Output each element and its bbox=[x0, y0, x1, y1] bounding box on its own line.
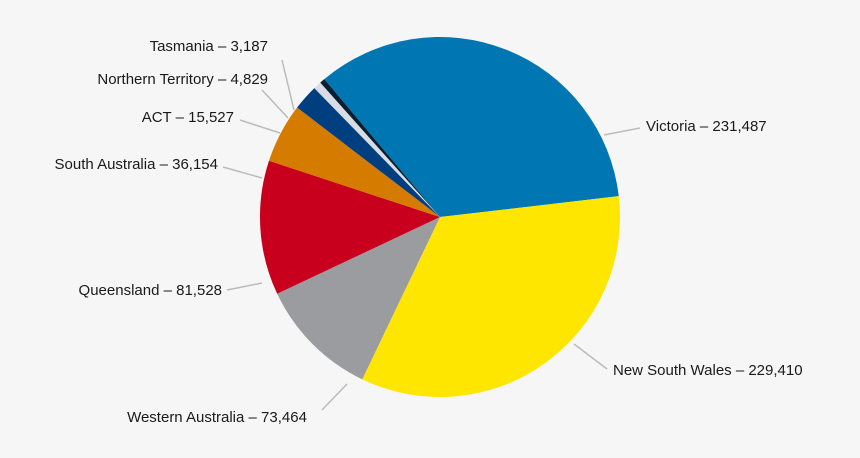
pie-slice bbox=[277, 217, 440, 380]
slice-label: Western Australia – 73,464 bbox=[127, 409, 307, 426]
slice-label: New South Wales – 229,410 bbox=[613, 362, 803, 379]
leader-line bbox=[239, 119, 281, 134]
leader-line bbox=[573, 343, 608, 370]
leader-line bbox=[226, 282, 263, 291]
leader-line bbox=[321, 383, 348, 411]
pie-slice bbox=[320, 79, 440, 217]
pie-slice bbox=[362, 196, 620, 397]
pie-slice bbox=[314, 82, 440, 217]
slice-label: ACT – 15,527 bbox=[142, 109, 234, 126]
slice-label: Tasmania – 3,187 bbox=[150, 38, 268, 55]
pie-slice bbox=[259, 160, 440, 294]
pie-slice bbox=[297, 88, 440, 218]
pie-slice bbox=[268, 107, 440, 217]
slice-label: Victoria – 231,487 bbox=[646, 118, 767, 135]
slice-label: Queensland – 81,528 bbox=[79, 282, 222, 299]
leader-line bbox=[261, 89, 289, 119]
pie-slice bbox=[324, 37, 619, 217]
leader-line bbox=[222, 166, 263, 179]
leader-line bbox=[281, 59, 295, 111]
slice-label: Northern Territory – 4,829 bbox=[97, 71, 268, 88]
leader-line bbox=[603, 127, 641, 136]
slice-label: South Australia – 36,154 bbox=[55, 156, 218, 173]
